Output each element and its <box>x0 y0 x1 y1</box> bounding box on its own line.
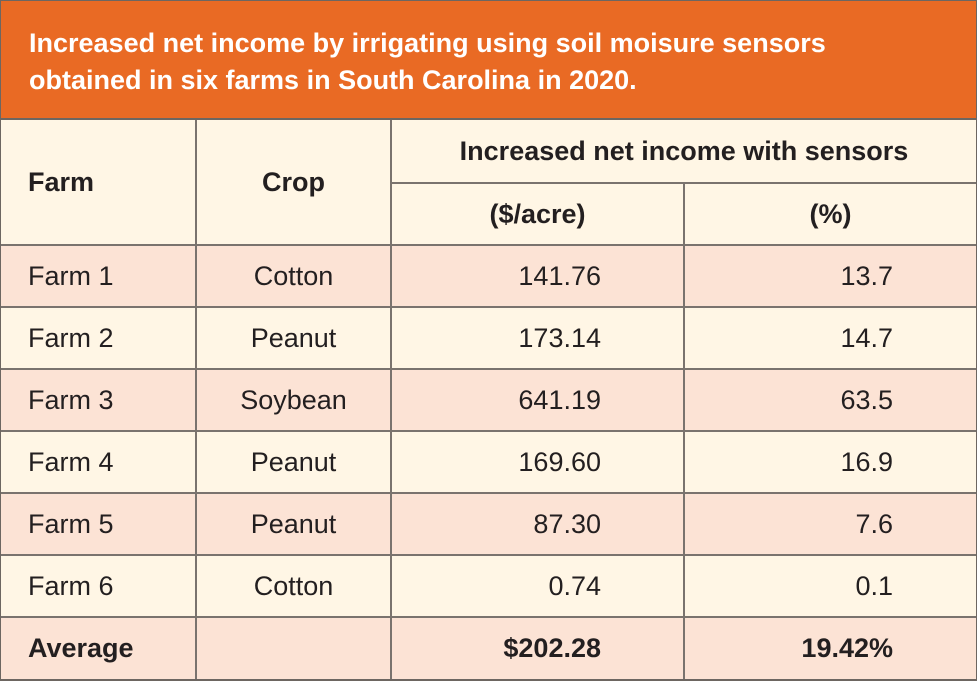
cell-dollars: 641.19 <box>390 368 685 432</box>
cell-farm: Farm 5 <box>1 492 197 556</box>
cell-percent: 7.6 <box>683 492 976 556</box>
cell-percent: 13.7 <box>683 244 976 308</box>
table-row: Farm 5 Peanut 87.30 7.6 <box>1 492 976 556</box>
table-row: Farm 2 Peanut 173.14 14.7 <box>1 306 976 370</box>
header-row-1: Farm Crop Increased net income with sens… <box>1 120 976 246</box>
cell-crop: Cotton <box>195 554 392 618</box>
table-row: Farm 3 Soybean 641.19 63.5 <box>1 368 976 432</box>
cell-farm: Farm 2 <box>1 306 197 370</box>
cell-farm: Farm 1 <box>1 244 197 308</box>
cell-percent: 16.9 <box>683 430 976 494</box>
cell-farm: Farm 6 <box>1 554 197 618</box>
cell-percent: 0.1 <box>683 554 976 618</box>
cell-dollars: $202.28 <box>390 616 685 679</box>
header-crop: Crop <box>195 120 392 246</box>
cell-percent: 19.42% <box>683 616 976 679</box>
cell-crop: Cotton <box>195 244 392 308</box>
header-row-2: ($/acre) (%) <box>1 182 976 246</box>
title-line-1: Increased net income by irrigating using… <box>29 28 826 58</box>
cell-percent: 63.5 <box>683 368 976 432</box>
average-row: Average $202.28 19.42% <box>1 616 976 679</box>
header-dollars: ($/acre) <box>391 182 685 246</box>
cell-dollars: 0.74 <box>390 554 685 618</box>
cell-percent: 14.7 <box>683 306 976 370</box>
cell-dollars: 173.14 <box>390 306 685 370</box>
table-row: Farm 1 Cotton 141.76 13.7 <box>1 244 976 308</box>
header-group: Increased net income with sensors <box>390 120 976 184</box>
cell-crop <box>195 616 392 679</box>
cell-crop: Peanut <box>195 306 392 370</box>
cell-farm: Farm 3 <box>1 368 197 432</box>
cell-farm: Average <box>1 616 197 679</box>
cell-crop: Peanut <box>195 492 392 556</box>
cell-dollars: 169.60 <box>390 430 685 494</box>
title-line-2: obtained in six farms in South Carolina … <box>29 65 637 95</box>
table-row: Farm 4 Peanut 169.60 16.9 <box>1 430 976 494</box>
header-farm: Farm <box>1 120 197 246</box>
income-table: Farm Crop Increased net income with sens… <box>1 120 976 679</box>
table-title: Increased net income by irrigating using… <box>1 1 976 120</box>
header-percent: (%) <box>683 182 976 246</box>
cell-crop: Peanut <box>195 430 392 494</box>
cell-dollars: 87.30 <box>390 492 685 556</box>
cell-farm: Farm 4 <box>1 430 197 494</box>
table-row: Farm 6 Cotton 0.74 0.1 <box>1 554 976 618</box>
cell-dollars: 141.76 <box>390 244 685 308</box>
cell-crop: Soybean <box>195 368 392 432</box>
